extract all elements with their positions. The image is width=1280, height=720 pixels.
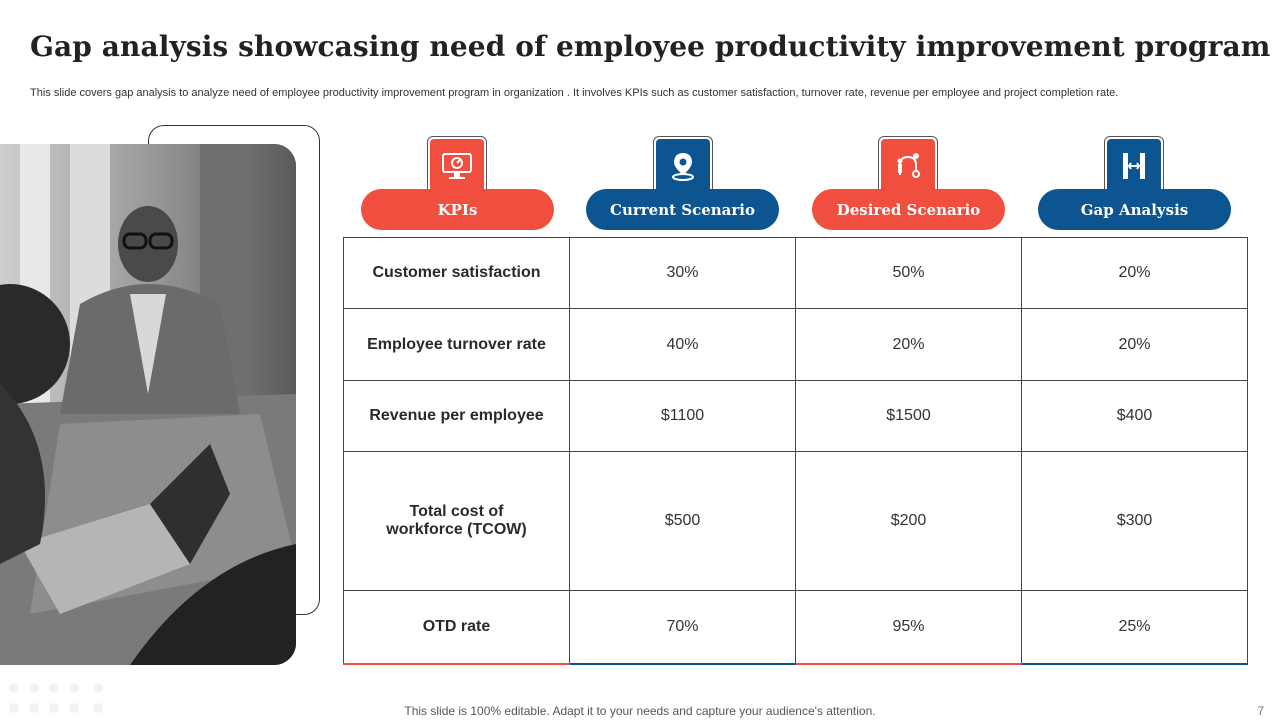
table-row: Total cost of workforce (TCOW) $500 $200… bbox=[343, 451, 1248, 592]
current-scenario-icon-box bbox=[653, 136, 713, 196]
page-number: 7 bbox=[1257, 704, 1264, 718]
table-row: Customer satisfaction 30% 50% 20% bbox=[343, 236, 1248, 310]
gap-cell: 25% bbox=[1021, 590, 1248, 666]
slide-subtitle: This slide covers gap analysis to analyz… bbox=[30, 87, 1119, 99]
monitor-chart-icon bbox=[430, 139, 484, 193]
desired-cell: 95% bbox=[795, 590, 1022, 666]
gap-analysis-table: Customer satisfaction 30% 50% 20% Employ… bbox=[343, 236, 1248, 666]
kpis-icon-box bbox=[427, 136, 487, 196]
current-cell: 30% bbox=[569, 236, 796, 310]
table-row: Employee turnover rate 40% 20% 20% bbox=[343, 308, 1248, 381]
kpi-cell: Employee turnover rate bbox=[343, 308, 570, 381]
team-meeting-photo bbox=[0, 144, 296, 665]
desired-scenario-icon-box bbox=[878, 136, 938, 196]
gap-analysis-icon-box bbox=[1104, 136, 1164, 196]
kpi-cell: Customer satisfaction bbox=[343, 236, 570, 310]
header-kpis: KPIs bbox=[361, 189, 554, 230]
gap-cell: $400 bbox=[1021, 379, 1248, 453]
slide-title: Gap analysis showcasing need of employee… bbox=[30, 30, 1271, 63]
location-pin-icon bbox=[656, 139, 710, 193]
current-cell: $500 bbox=[569, 451, 796, 592]
gap-cell: 20% bbox=[1021, 308, 1248, 381]
header-current-scenario: Current Scenario bbox=[586, 189, 779, 230]
table-row: OTD rate 70% 95% 25% bbox=[343, 590, 1248, 666]
gap-cell: $300 bbox=[1021, 451, 1248, 592]
current-cell: 70% bbox=[569, 590, 796, 666]
header-desired-scenario: Desired Scenario bbox=[812, 189, 1005, 230]
current-cell: 40% bbox=[569, 308, 796, 381]
current-cell: $1100 bbox=[569, 379, 796, 453]
footer-note: This slide is 100% editable. Adapt it to… bbox=[404, 704, 876, 718]
desired-cell: 20% bbox=[795, 308, 1022, 381]
gap-cell: 20% bbox=[1021, 236, 1248, 310]
kpi-cell: Total cost of workforce (TCOW) bbox=[343, 451, 570, 592]
table-row: Revenue per employee $1100 $1500 $400 bbox=[343, 379, 1248, 453]
header-gap-analysis: Gap Analysis bbox=[1038, 189, 1231, 230]
desired-cell: 50% bbox=[795, 236, 1022, 310]
desired-cell: $200 bbox=[795, 451, 1022, 592]
path-person-icon bbox=[881, 139, 935, 193]
kpi-cell: OTD rate bbox=[343, 590, 570, 666]
kpi-cell: Revenue per employee bbox=[343, 379, 570, 453]
gap-bars-icon bbox=[1107, 139, 1161, 193]
decorative-dots bbox=[9, 683, 103, 713]
desired-cell: $1500 bbox=[795, 379, 1022, 453]
